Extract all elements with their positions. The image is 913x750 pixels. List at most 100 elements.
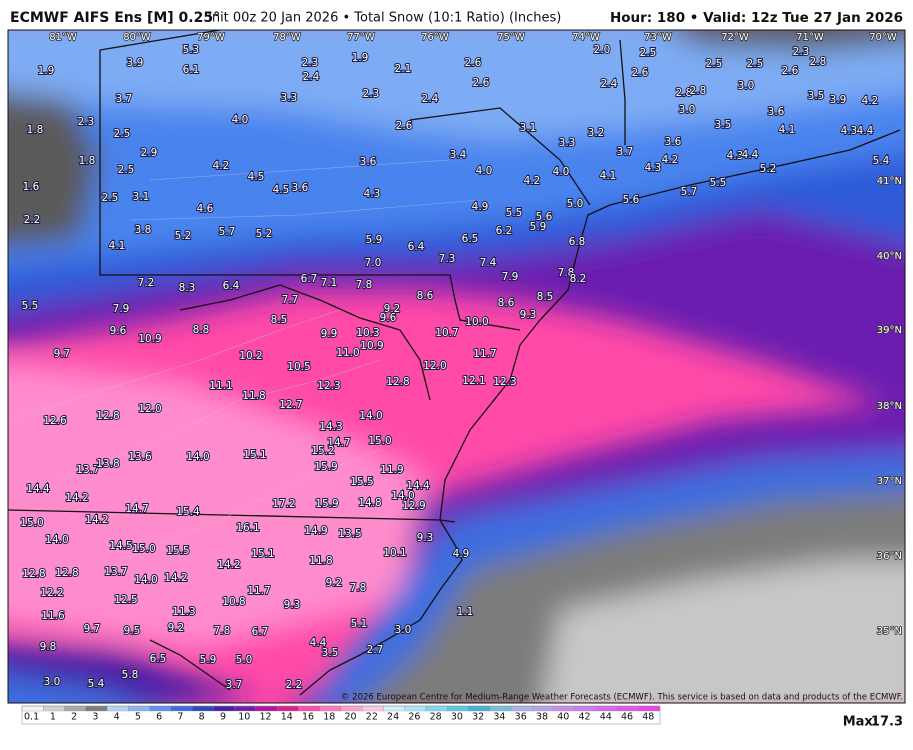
- snow-value-label: 15.4: [176, 506, 200, 518]
- snow-value-label: 1.8: [27, 124, 44, 136]
- colorbar-swatch: [532, 705, 554, 712]
- snow-value-label: 7.0: [365, 257, 382, 269]
- snow-value-label: 7.4: [480, 257, 497, 269]
- snow-value-label: 9.3: [417, 532, 434, 544]
- snow-value-label: 5.0: [567, 198, 584, 210]
- snow-value-label: 4.9: [453, 548, 470, 560]
- colorbar-swatch: [106, 705, 129, 712]
- longitude-label: 77°W: [347, 32, 375, 43]
- snow-value-label: 9.2: [326, 577, 343, 589]
- snow-value-label: 5.5: [710, 177, 727, 189]
- colorbar-label: 14: [281, 712, 293, 723]
- snow-value-label: 8.5: [537, 291, 554, 303]
- colorbar-label: 1: [50, 712, 56, 723]
- snow-value-label: 3.3: [559, 137, 576, 149]
- snow-value-label: 5.3: [183, 44, 200, 56]
- snow-value-label: 12.7: [279, 399, 302, 411]
- snow-value-label: 1.1: [457, 606, 474, 618]
- snow-value-label: 12.8: [22, 568, 45, 580]
- colorbar-swatch: [191, 705, 214, 712]
- colorbar-swatch: [383, 705, 405, 712]
- snow-value-label: 8.2: [570, 273, 587, 285]
- latitude-label: 35°N: [877, 626, 902, 637]
- snow-value-label: 11.8: [242, 390, 265, 402]
- snow-value-label: 1.6: [23, 181, 40, 193]
- snow-value-label: 12.1: [462, 375, 485, 387]
- longitude-label: 74°W: [572, 32, 600, 43]
- snow-value-label: 12.3: [317, 380, 340, 392]
- latitude-label: 41°N: [877, 176, 902, 187]
- snow-value-label: 4.5: [248, 171, 265, 183]
- snow-value-label: 3.5: [808, 90, 825, 102]
- valid-time: Hour: 180 • Valid: 12z Tue 27 Jan 2026: [610, 10, 903, 26]
- snow-value-label: 9.3: [284, 599, 301, 611]
- colorbar-label: 16: [302, 712, 314, 723]
- snow-value-label: 3.0: [679, 104, 696, 116]
- snow-value-label: 9.2: [384, 303, 401, 315]
- snow-value-label: 11.3: [172, 606, 195, 618]
- colorbar: 0.1 1 2 3 4 5 6 7 8 9 10 12 14 16 18 20 22 24 26 28 30 32 34 36…: [21, 705, 661, 725]
- snow-value-label: 13.7: [104, 566, 127, 578]
- colorbar-swatch: [362, 705, 384, 712]
- snow-value-label: 3.2: [588, 127, 605, 139]
- snow-value-label: 2.6: [465, 57, 482, 69]
- snow-value-label: 4.2: [213, 160, 230, 172]
- snow-value-label: 8.8: [193, 324, 210, 336]
- snow-value-label: 4.3: [841, 125, 858, 137]
- colorbar-swatch: [43, 705, 65, 712]
- snow-value-label: 8.6: [417, 290, 434, 302]
- snow-value-label: 3.9: [127, 57, 144, 69]
- snow-value-label: 4.1: [109, 240, 126, 252]
- snow-value-label: 3.4: [450, 149, 467, 161]
- snow-value-label: 5.9: [530, 221, 547, 233]
- longitude-label: 75°W: [497, 32, 525, 43]
- longitude-label: 72°W: [721, 32, 749, 43]
- snow-value-label: 4.1: [600, 170, 617, 182]
- snow-value-label: 2.6: [473, 77, 490, 89]
- colorbar-swatch: [489, 705, 512, 712]
- snow-value-label: 3.0: [395, 624, 412, 636]
- snow-value-label: 8.3: [179, 282, 196, 294]
- snow-value-label: 10.9: [360, 340, 383, 352]
- snow-value-label: 3.6: [292, 182, 309, 194]
- longitude-label: 78°W: [273, 32, 301, 43]
- snow-value-label: 7.9: [113, 303, 130, 315]
- snow-value-label: 6.5: [462, 233, 479, 245]
- colorbar-swatch: [319, 705, 342, 712]
- snow-value-label: 10.8: [222, 596, 245, 608]
- snow-value-label: 3.6: [665, 136, 682, 148]
- snow-value-label: 3.1: [133, 191, 150, 203]
- colorbar-swatch: [85, 705, 108, 712]
- snow-value-label: 11.6: [41, 610, 65, 622]
- snow-value-label: 7.8: [350, 582, 367, 594]
- snow-value-label: 4.2: [662, 154, 679, 166]
- colorbar-label: 8: [199, 712, 205, 723]
- colorbar-label: 48: [642, 712, 654, 723]
- snow-value-label: 14.7: [327, 437, 350, 449]
- snow-value-label: 3.0: [44, 676, 61, 688]
- colorbar-swatch: [170, 705, 193, 712]
- snow-value-label: 2.5: [102, 192, 119, 204]
- snow-value-label: 4.3: [364, 188, 381, 200]
- snow-value-label: 3.7: [226, 679, 243, 691]
- colorbar-label: 5: [135, 712, 141, 723]
- snow-value-label: 2.3: [363, 88, 380, 100]
- colorbar-label: 26: [408, 712, 420, 723]
- colorbar-swatch: [21, 705, 44, 712]
- snow-value-label: 10.0: [465, 316, 488, 328]
- snow-value-label: 3.8: [135, 224, 152, 236]
- colorbar-label: 22: [366, 712, 378, 723]
- snow-value-label: 13.8: [96, 458, 119, 470]
- snow-value-label: 15.1: [243, 449, 266, 461]
- snow-value-label: 15.9: [314, 461, 337, 473]
- snow-value-label: 14.5: [109, 540, 132, 552]
- colorbar-label: 9: [220, 712, 226, 723]
- snow-value-label: 4.1: [779, 124, 796, 136]
- colorbar-swatch: [553, 705, 576, 712]
- snow-value-label: 1.9: [352, 52, 369, 64]
- snow-value-label: 12.9: [402, 500, 425, 512]
- coastline: [8, 30, 901, 696]
- snow-value-label: 5.2: [175, 230, 192, 242]
- colorbar-label: 0.1: [24, 712, 39, 723]
